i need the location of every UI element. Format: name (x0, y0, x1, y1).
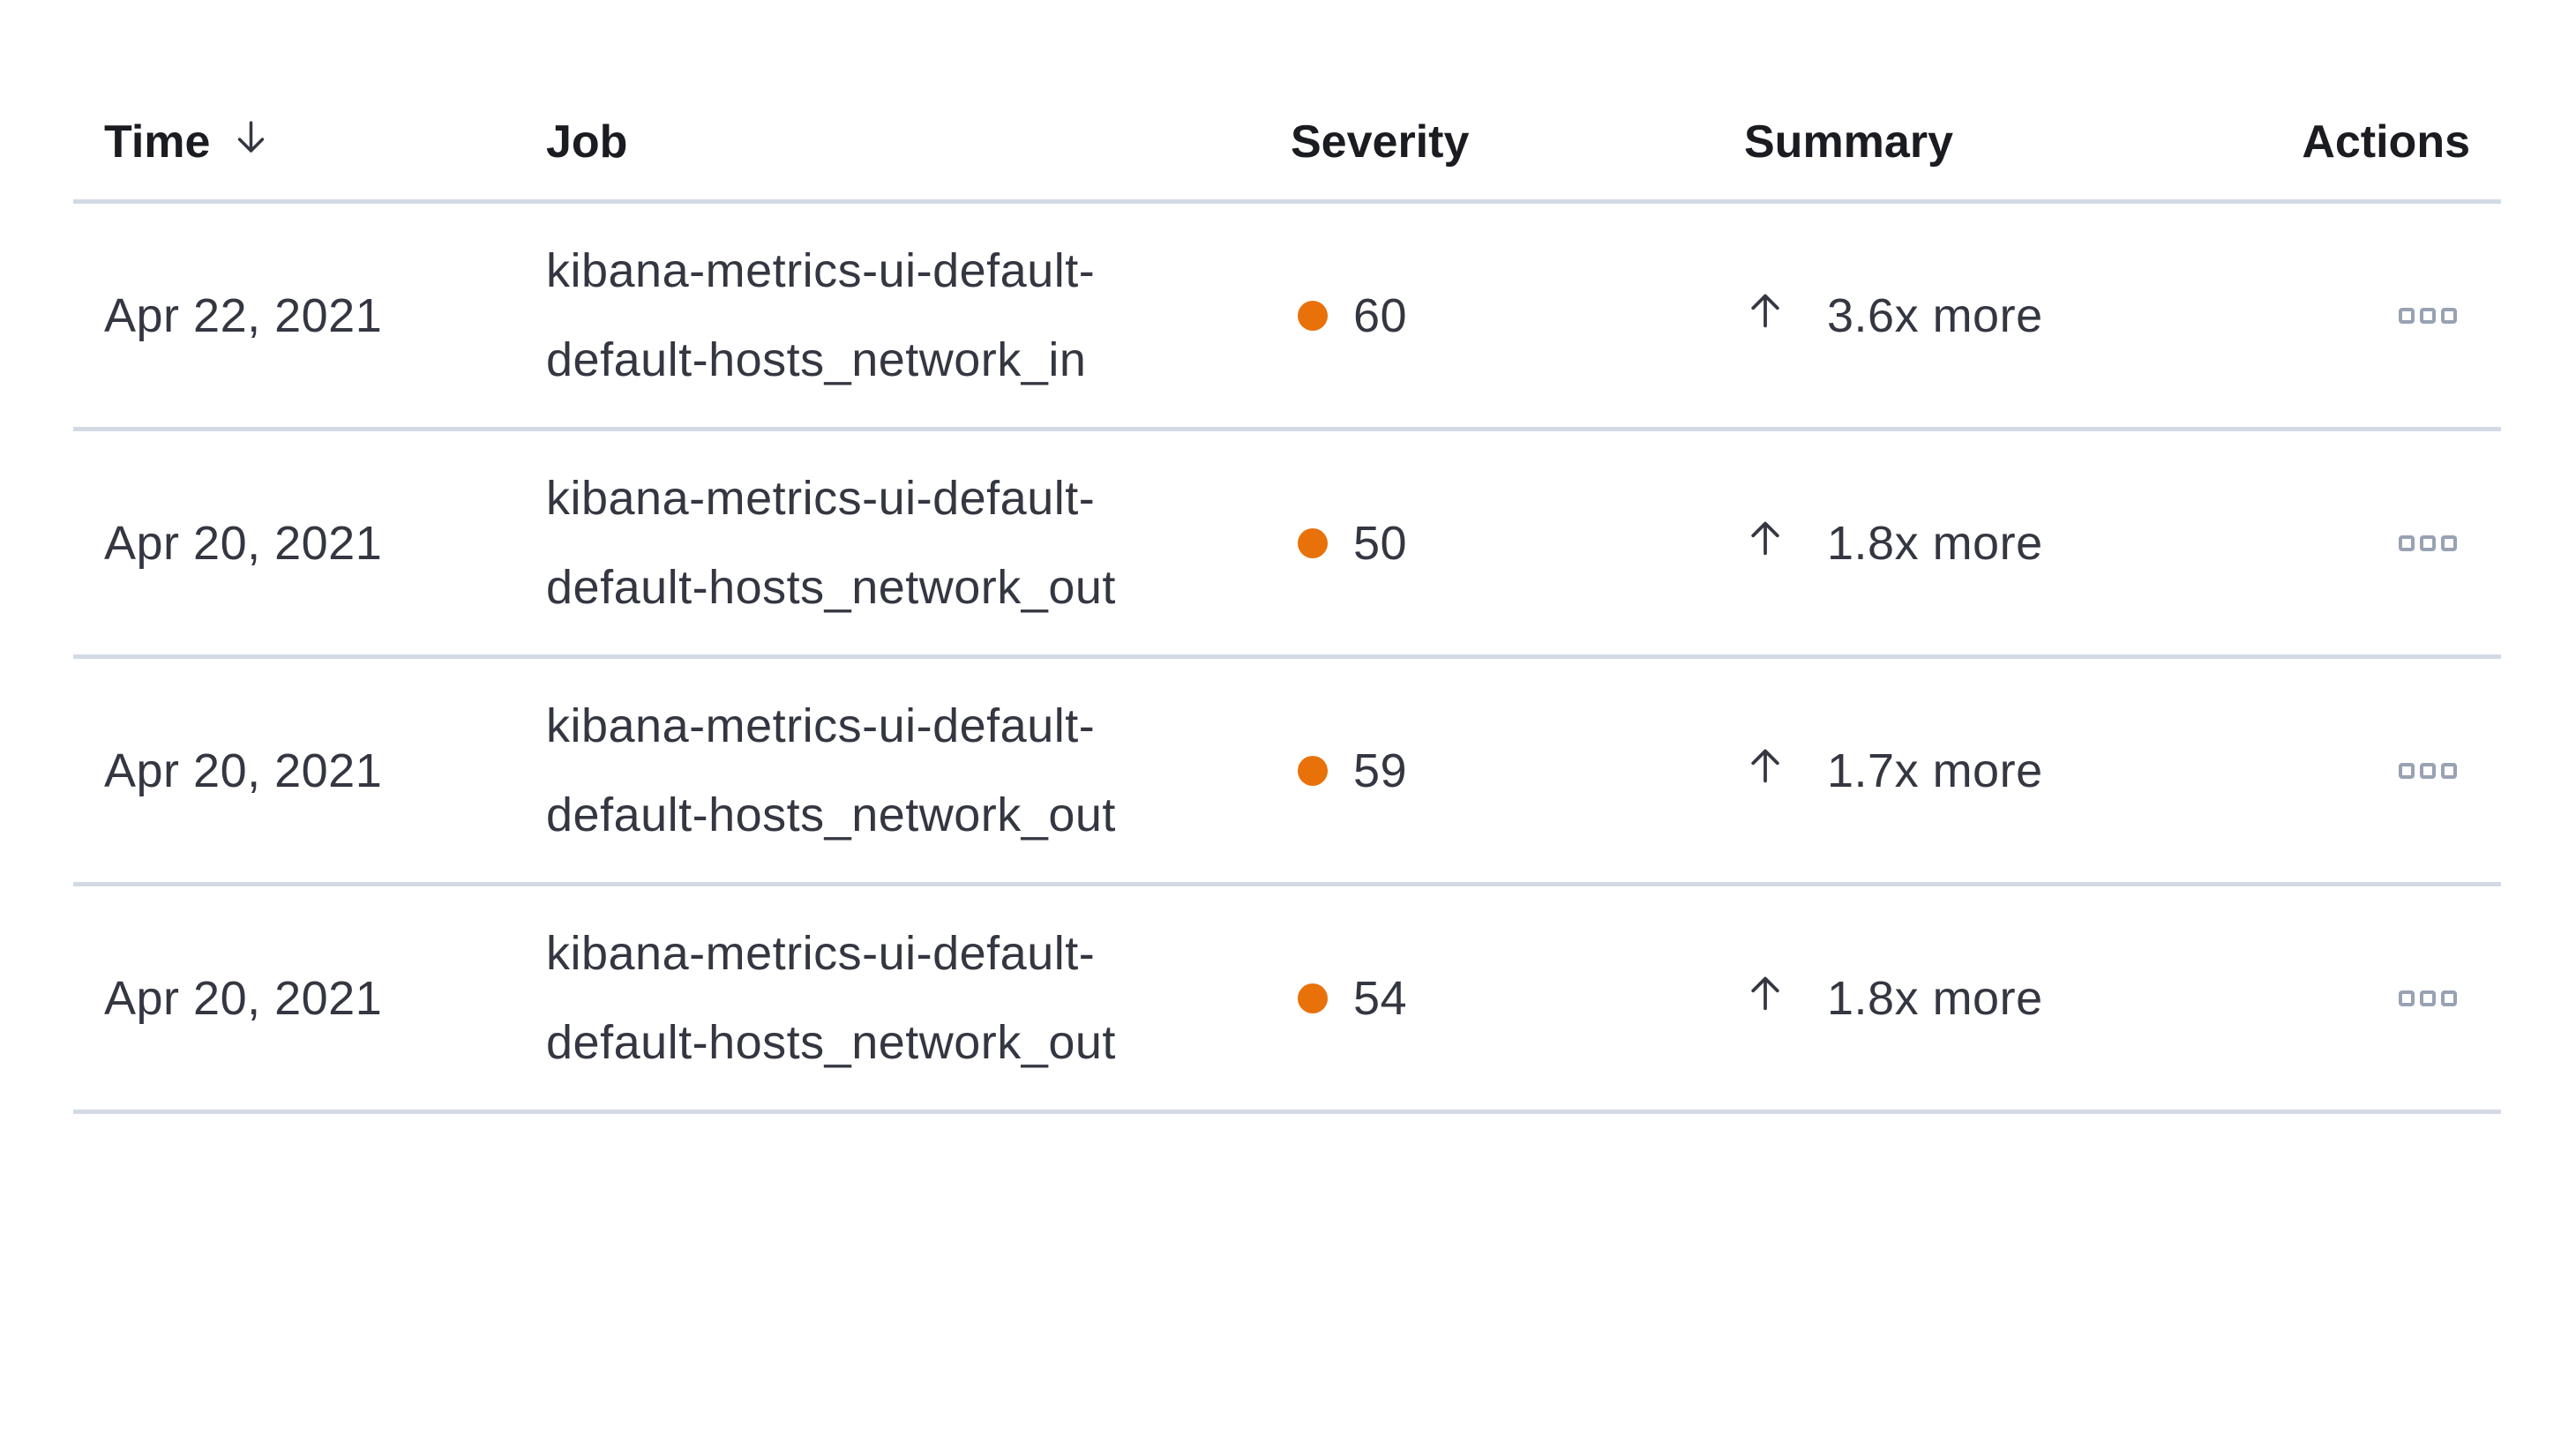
job-name-line: kibana-metrics-ui-default- (546, 471, 1096, 525)
boxes-horizontal-icon (2420, 990, 2436, 1006)
time-cell: Apr 20, 2021 (104, 971, 383, 1025)
severity-score: 50 (1353, 516, 1408, 570)
summary-text: 3.6x more (1827, 288, 2043, 342)
summary-cell: 1.8x more (1744, 971, 2285, 1026)
row-actions-button[interactable] (2399, 990, 2457, 1006)
job-name-line: default-hosts_network_out (546, 560, 1116, 614)
job-name-line: kibana-metrics-ui-default- (546, 926, 1096, 980)
summary-text: 1.7x more (1827, 744, 2043, 797)
table-row: Apr 20, 2021 kibana-metrics-ui-default- … (73, 659, 2501, 886)
severity-score: 54 (1353, 971, 1408, 1025)
boxes-horizontal-icon (2441, 990, 2457, 1006)
time-cell: Apr 20, 2021 (104, 744, 383, 797)
severity-dot-icon (1298, 527, 1328, 558)
boxes-horizontal-icon (2420, 307, 2436, 324)
actions-cell (2285, 762, 2501, 779)
severity-dot-icon (1298, 983, 1328, 1013)
row-actions-button[interactable] (2399, 307, 2457, 324)
time-sort-control[interactable]: Time (104, 116, 271, 168)
boxes-horizontal-icon (2441, 307, 2457, 324)
arrow-up-icon (1744, 516, 1786, 571)
time-header-label: Time (104, 116, 211, 168)
severity-score: 59 (1353, 744, 1408, 797)
arrow-up-icon (1744, 288, 1786, 343)
table-row: Apr 22, 2021 kibana-metrics-ui-default- … (73, 204, 2501, 431)
job-name-line: kibana-metrics-ui-default- (546, 243, 1096, 297)
time-cell: Apr 20, 2021 (104, 516, 383, 570)
boxes-horizontal-icon (2399, 990, 2415, 1006)
severity-dot-icon (1298, 755, 1328, 786)
column-header-severity: Severity (1291, 116, 1470, 168)
job-cell: kibana-metrics-ui-default- default-hosts… (546, 454, 1291, 632)
job-name-line: default-hosts_network_in (546, 333, 1087, 386)
boxes-horizontal-icon (2441, 534, 2457, 551)
row-actions-button[interactable] (2399, 534, 2457, 551)
boxes-horizontal-icon (2441, 762, 2457, 779)
job-name-line: default-hosts_network_out (546, 1015, 1116, 1069)
job-name-line: default-hosts_network_out (546, 788, 1116, 841)
table-row: Apr 20, 2021 kibana-metrics-ui-default- … (73, 431, 2501, 659)
anomalies-table: Time Job Severity Summary Actions Apr 22… (73, 0, 2501, 1114)
actions-cell (2285, 307, 2501, 324)
row-actions-button[interactable] (2399, 762, 2457, 779)
severity-cell: 50 (1291, 516, 1744, 571)
boxes-horizontal-icon (2399, 534, 2415, 551)
column-header-summary: Summary (1744, 116, 1953, 168)
actions-cell (2285, 990, 2501, 1006)
job-cell: kibana-metrics-ui-default- default-hosts… (546, 909, 1291, 1087)
boxes-horizontal-icon (2399, 307, 2415, 324)
arrow-up-icon (1744, 744, 1786, 798)
job-cell: kibana-metrics-ui-default- default-hosts… (546, 682, 1291, 860)
severity-cell: 54 (1291, 971, 1744, 1026)
boxes-horizontal-icon (2420, 762, 2436, 779)
summary-cell: 1.8x more (1744, 516, 2285, 571)
table-header-row: Time Job Severity Summary Actions (73, 0, 2501, 204)
summary-cell: 3.6x more (1744, 288, 2285, 343)
job-cell: kibana-metrics-ui-default- default-hosts… (546, 227, 1291, 405)
job-name-line: kibana-metrics-ui-default- (546, 699, 1096, 752)
severity-cell: 60 (1291, 288, 1744, 343)
table-row: Apr 20, 2021 kibana-metrics-ui-default- … (73, 886, 2501, 1114)
summary-text: 1.8x more (1827, 516, 2043, 570)
sort-descending-icon (231, 117, 271, 168)
summary-text: 1.8x more (1827, 971, 2043, 1025)
time-cell: Apr 22, 2021 (104, 288, 383, 342)
boxes-horizontal-icon (2399, 762, 2415, 779)
boxes-horizontal-icon (2420, 534, 2436, 551)
severity-cell: 59 (1291, 744, 1744, 798)
severity-score: 60 (1353, 288, 1408, 342)
summary-cell: 1.7x more (1744, 744, 2285, 798)
column-header-job: Job (546, 116, 628, 168)
arrow-up-icon (1744, 971, 1786, 1026)
severity-dot-icon (1298, 300, 1328, 331)
column-header-time: Time (73, 116, 546, 168)
column-header-actions: Actions (2302, 116, 2470, 168)
actions-cell (2285, 534, 2501, 551)
